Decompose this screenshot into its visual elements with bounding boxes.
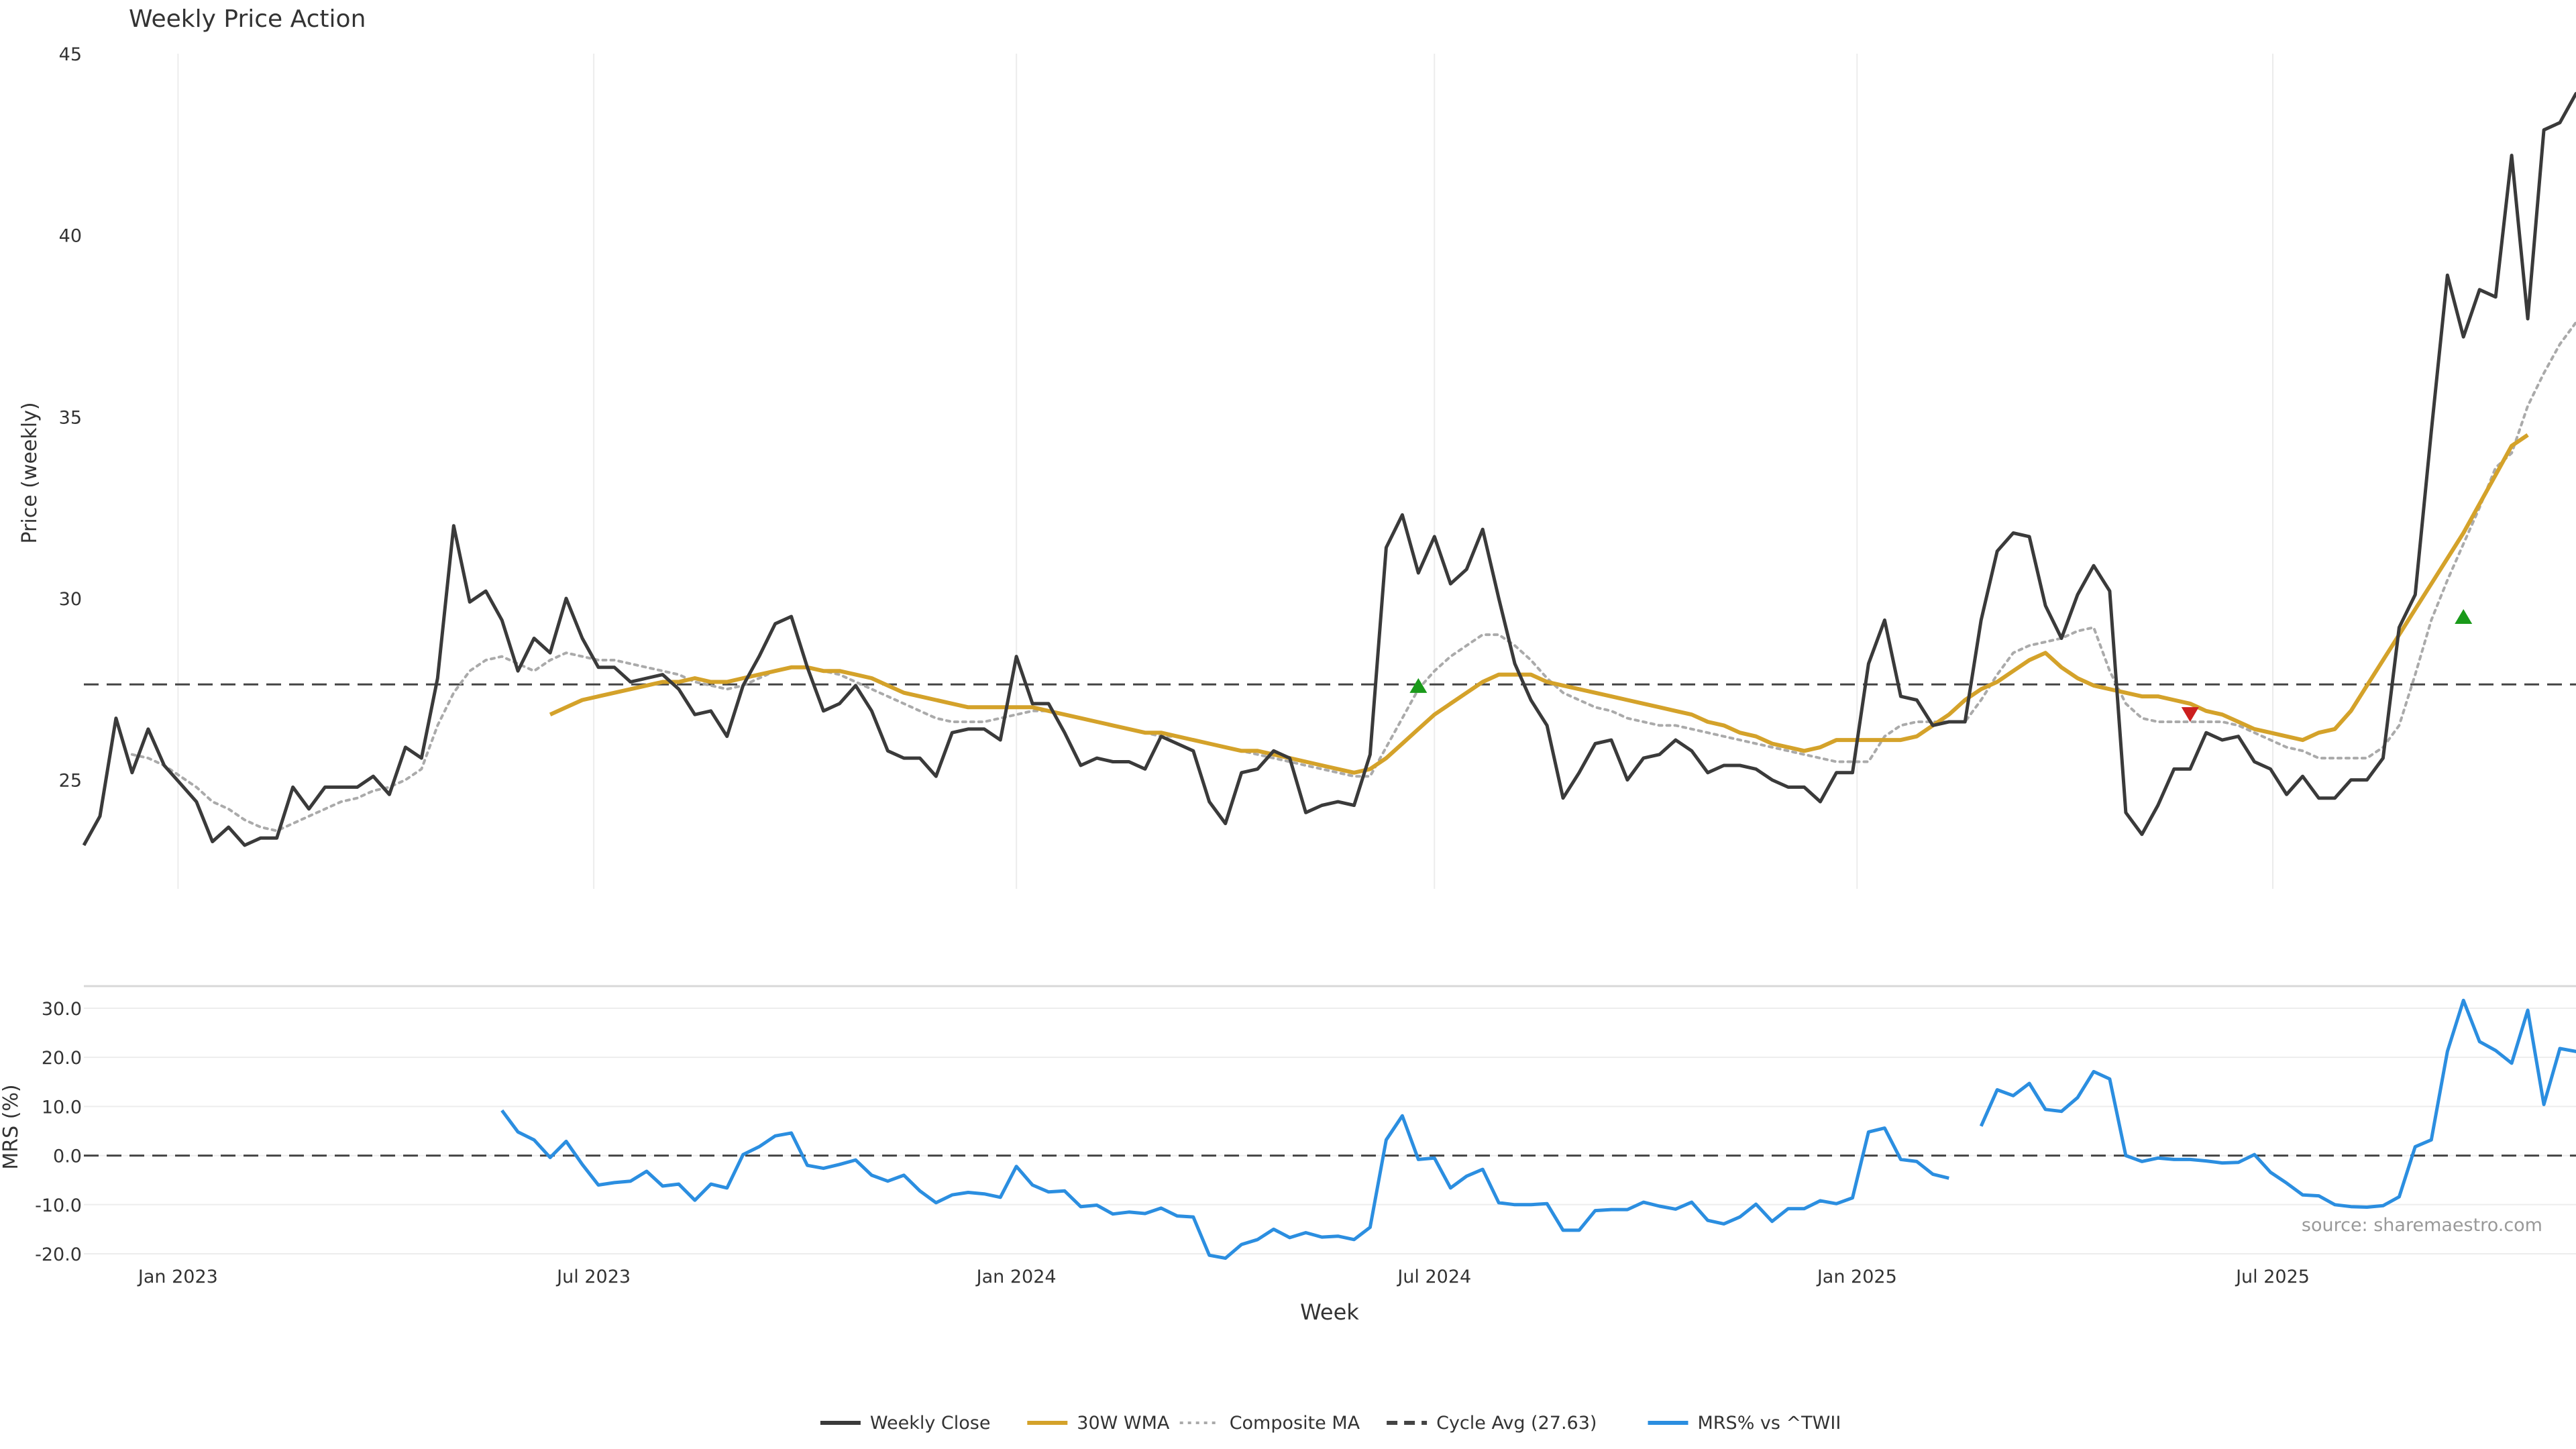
price-y-tick-label: 35 <box>59 407 82 428</box>
legend: Weekly Close 30W WMA Composite MA Cycle Avg… <box>820 1413 1841 1434</box>
legend-label-weekly-close: Weekly Close <box>870 1413 991 1434</box>
buy-signal-marker <box>1409 678 1428 693</box>
x-axis-label: Week <box>1300 1299 1359 1325</box>
mrs-y-tick-label: -20.0 <box>35 1244 82 1265</box>
legend-label-mrs-vs-twii: MRS% vs ^TWII <box>1698 1413 1841 1434</box>
chart-title: Weekly Price Action <box>129 5 366 33</box>
series-weekly-close <box>82 92 2576 847</box>
signal-markers <box>1409 609 2473 722</box>
legend-label-composite-ma: Composite MA <box>1230 1413 1360 1434</box>
price-panel: Weekly Price Action Price (weekly) 25 30 3… <box>18 5 2576 889</box>
price-series-lines <box>82 92 2576 847</box>
mrs-y-tick-label: 10.0 <box>42 1097 82 1118</box>
mrs-y-axis-label: MRS (%) <box>0 1084 23 1169</box>
mrs-y-ticks: -20.0 -10.0 0.0 10.0 20.0 30.0 <box>35 999 82 1265</box>
price-y-tick-label: 45 <box>59 44 82 65</box>
series-composite-ma <box>130 321 2576 833</box>
buy-signal-marker <box>2455 609 2473 625</box>
mrs-y-tick-label: -10.0 <box>35 1195 82 1216</box>
x-axis-tick-labels: Jan 2023 Jul 2023 Jan 2024 Jul 2024 Jan 2025… <box>137 1267 2310 1287</box>
mrs-horizontal-gridlines <box>84 1007 2576 1255</box>
price-y-tick-label: 30 <box>59 589 82 610</box>
x-tick-label: Jul 2025 <box>2235 1267 2310 1287</box>
x-tick-label: Jan 2023 <box>137 1267 218 1287</box>
price-y-tick-label: 25 <box>59 771 82 792</box>
mrs-y-tick-label: 30.0 <box>42 999 82 1020</box>
source-annotation: source: sharemaestro.com <box>2302 1215 2542 1236</box>
x-tick-label: Jan 2024 <box>975 1267 1057 1287</box>
series-30w-wma <box>549 433 2529 775</box>
price-vertical-gridlines <box>177 54 2274 889</box>
x-tick-label: Jul 2024 <box>1396 1267 1471 1287</box>
mrs-y-tick-label: 0.0 <box>53 1146 82 1167</box>
series-mrs-vs-twii <box>500 1109 1949 1260</box>
series-mrs-vs-twii <box>1979 998 2576 1209</box>
legend-label-30w-wma: 30W WMA <box>1077 1413 1170 1434</box>
mrs-y-tick-label: 20.0 <box>42 1048 82 1069</box>
x-tick-label: Jul 2023 <box>555 1267 631 1287</box>
mrs-panel: MRS (%) -20.0 -10.0 0.0 10.0 20.0 30.0 source… <box>0 985 2576 1325</box>
legend-label-cycle-avg-27-63: Cycle Avg (27.63) <box>1436 1413 1597 1434</box>
price-y-tick-label: 40 <box>59 226 82 247</box>
sell-signal-marker <box>2181 707 2199 722</box>
price-y-ticks: 25 30 35 40 45 <box>59 44 82 792</box>
price-y-axis-label: Price (weekly) <box>18 402 42 543</box>
mrs-series-lines <box>84 998 2576 1260</box>
x-tick-label: Jan 2025 <box>1816 1267 1897 1287</box>
